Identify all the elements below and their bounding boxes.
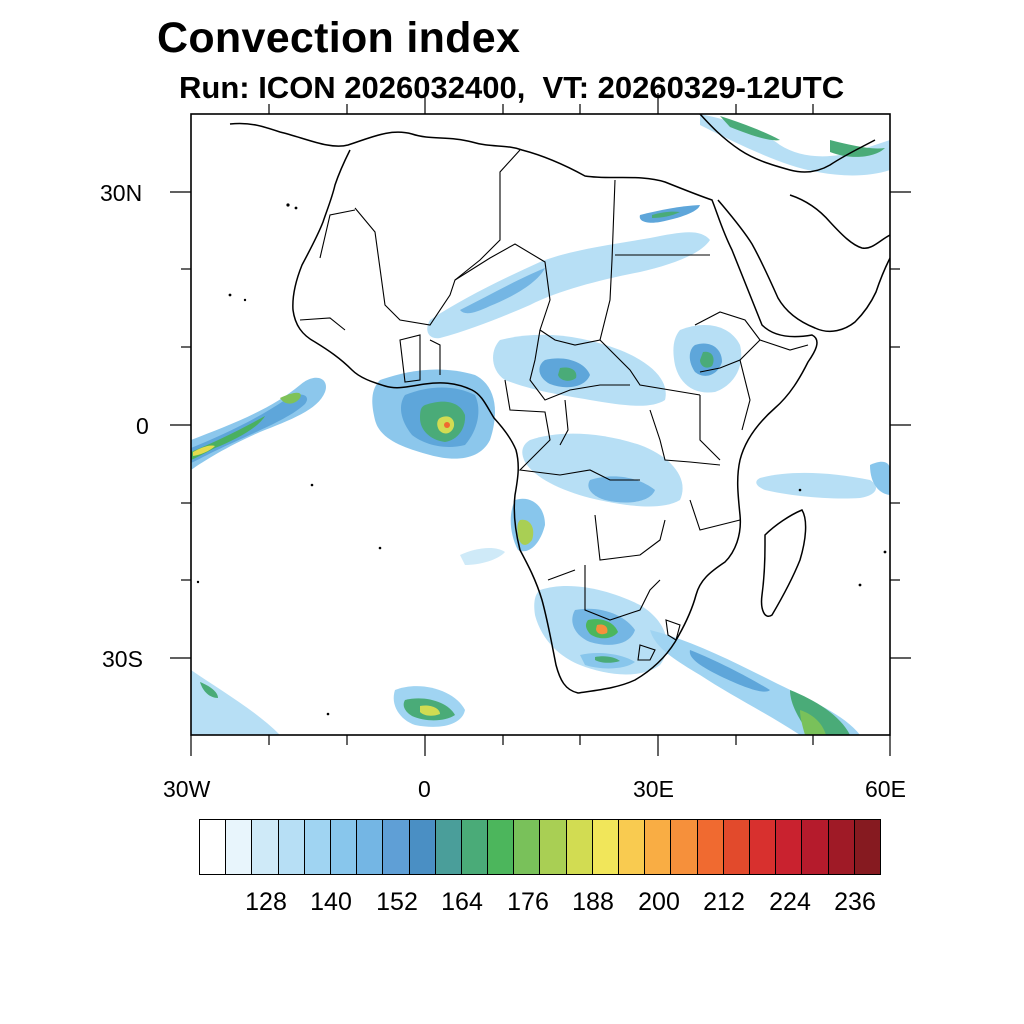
legend-swatch bbox=[645, 820, 672, 874]
legend-swatch bbox=[278, 820, 305, 874]
legend-swatch bbox=[226, 820, 253, 874]
legend-label: 140 bbox=[310, 888, 352, 916]
legend-label: 212 bbox=[703, 888, 745, 916]
legend-swatch bbox=[540, 820, 567, 874]
lat-label-30s: 30S bbox=[102, 646, 143, 672]
legend-swatch bbox=[671, 820, 698, 874]
legend-swatch bbox=[200, 820, 227, 874]
legend-swatch bbox=[514, 820, 541, 874]
legend-swatch bbox=[749, 820, 777, 874]
map-title: Convection index bbox=[157, 14, 521, 62]
lon-label-30w: 30W bbox=[163, 776, 211, 802]
legend-swatch bbox=[802, 820, 829, 874]
legend-swatch bbox=[383, 820, 410, 874]
legend-swatch bbox=[619, 820, 646, 874]
legend-swatch bbox=[357, 820, 384, 874]
convection-field bbox=[191, 114, 890, 735]
legend-label: 200 bbox=[638, 888, 680, 916]
axis-ticks bbox=[170, 93, 911, 756]
legend-swatch bbox=[304, 820, 331, 874]
legend-label: 128 bbox=[245, 888, 287, 916]
lat-label-30n: 30N bbox=[100, 180, 143, 206]
legend-label: 176 bbox=[507, 888, 549, 916]
legend-swatch bbox=[592, 820, 619, 874]
legend-swatch bbox=[566, 820, 593, 874]
legend-swatch bbox=[409, 820, 436, 874]
lon-label-0: 0 bbox=[418, 776, 431, 802]
map-subtitle: Run: ICON 2026032400, VT: 20260329-12UTC bbox=[179, 70, 845, 105]
legend-label: 152 bbox=[376, 888, 418, 916]
legend-swatch bbox=[776, 820, 803, 874]
legend-swatch bbox=[330, 820, 358, 874]
country-borders bbox=[299, 149, 809, 661]
legend-swatch bbox=[854, 820, 880, 874]
lon-label-30e: 30E bbox=[633, 776, 674, 802]
legend-swatch bbox=[828, 820, 855, 874]
legend-label: 224 bbox=[769, 888, 811, 916]
legend-label: 188 bbox=[572, 888, 614, 916]
coastlines bbox=[229, 114, 890, 694]
islands bbox=[196, 203, 887, 716]
legend-swatch bbox=[461, 820, 489, 874]
legend-label: 236 bbox=[834, 888, 876, 916]
legend-swatch bbox=[488, 820, 515, 874]
legend-swatch bbox=[723, 820, 750, 874]
legend-swatch bbox=[435, 820, 462, 874]
legend-swatch bbox=[252, 820, 279, 874]
lat-label-0: 0 bbox=[136, 413, 149, 439]
legend-swatch bbox=[697, 820, 724, 874]
lon-label-60e: 60E bbox=[865, 776, 906, 802]
legend-label: 164 bbox=[441, 888, 483, 916]
color-legend bbox=[199, 819, 881, 875]
